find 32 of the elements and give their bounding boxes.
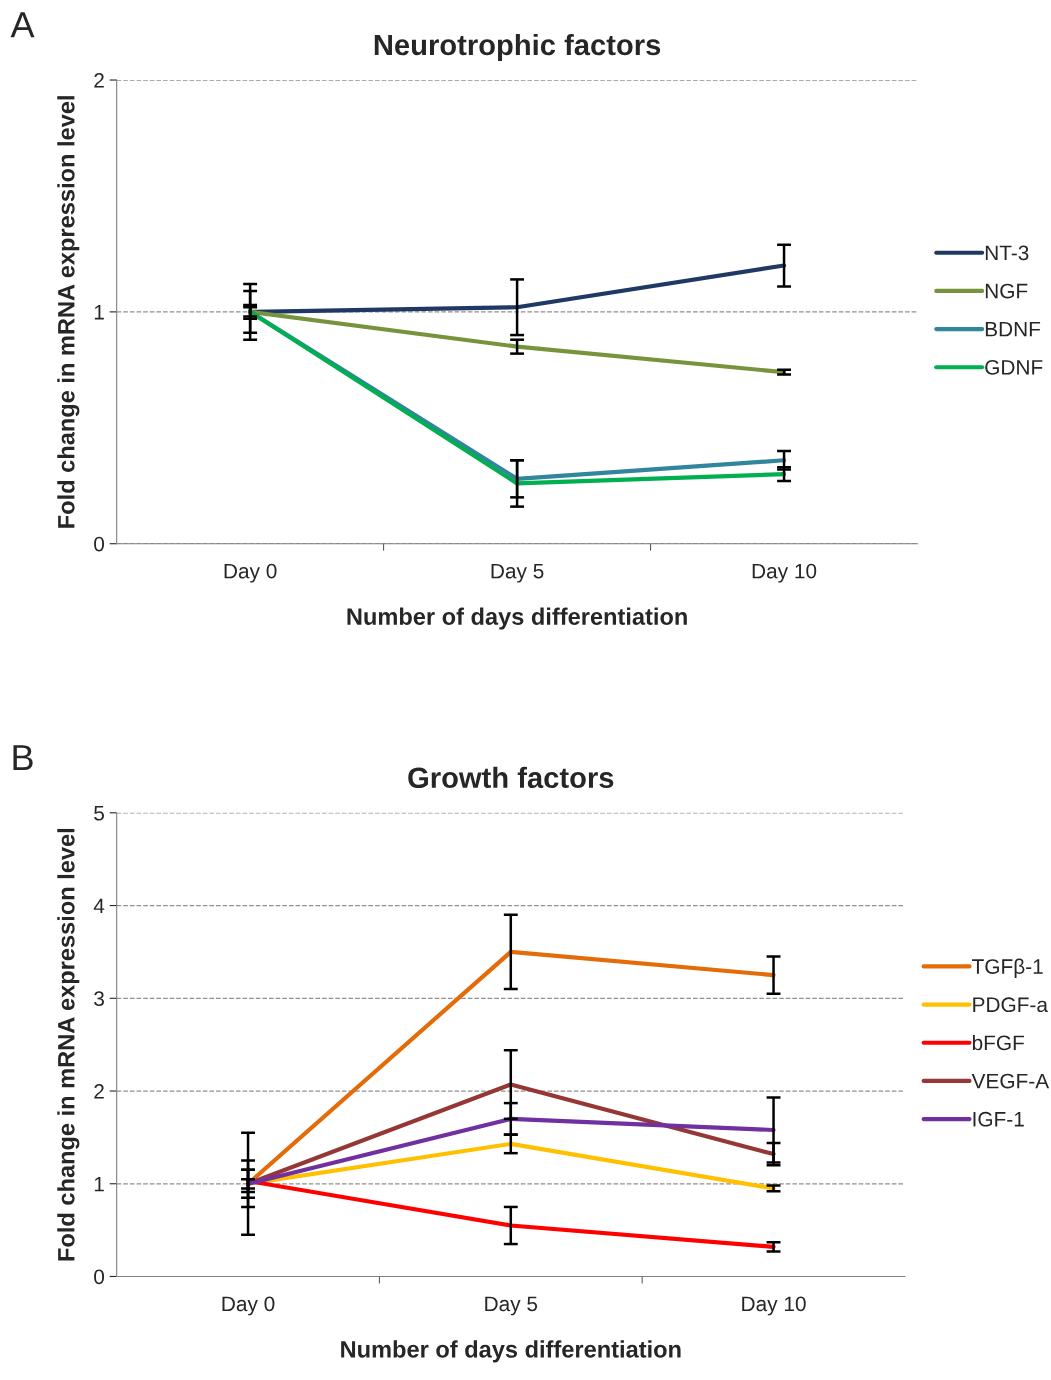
- y-tick-label: 4: [93, 898, 105, 914]
- x-tick-label: Day 0: [222, 1296, 275, 1316]
- legend-label: GDNF: [985, 359, 1043, 375]
- text: B: [13, 745, 33, 770]
- x-axis-title: Number of days differentiation: [347, 607, 687, 630]
- legend-label: PDGF-a: [973, 997, 1048, 1013]
- y-tick-label: 2: [94, 73, 104, 88]
- legend-label: TGFβ-1: [972, 958, 1043, 979]
- legend-label: IGF-1: [973, 1111, 1024, 1127]
- y-tick-label: 0: [94, 1269, 105, 1285]
- y-tick-label: 2: [94, 1084, 104, 1099]
- legend-label: NGF: [985, 283, 1028, 299]
- x-tick-label: Day 5: [491, 563, 544, 583]
- text: A: [10, 12, 35, 38]
- x-tick-label: Day 10: [742, 1296, 806, 1316]
- x-tick-label: Day 0: [224, 563, 277, 583]
- y-tick-label: 1: [94, 1176, 104, 1192]
- y-tick-label: 0: [94, 536, 105, 552]
- chart-title: Neurotrophic factors: [374, 33, 661, 62]
- y-axis-title: Fold change in mRNA expression level: [57, 96, 80, 528]
- y-tick-label: 5: [94, 806, 104, 821]
- x-tick-label: Day 10: [752, 563, 817, 583]
- legend-label: bFGF: [972, 1034, 1024, 1051]
- y-tick-label: 3: [94, 991, 104, 1007]
- legend-label: VEGF-A: [971, 1073, 1050, 1089]
- y-axis-title: Fold change in mRNA expression level: [57, 828, 80, 1261]
- legend-label: NT-3: [985, 245, 1029, 261]
- legend-label: BDNF: [985, 322, 1041, 337]
- chart-title: Growth factors: [408, 766, 614, 789]
- x-tick-label: Day 5: [485, 1296, 538, 1316]
- x-axis-title: Number of days differentiation: [341, 1340, 681, 1363]
- y-tick-label: 1: [94, 305, 104, 320]
